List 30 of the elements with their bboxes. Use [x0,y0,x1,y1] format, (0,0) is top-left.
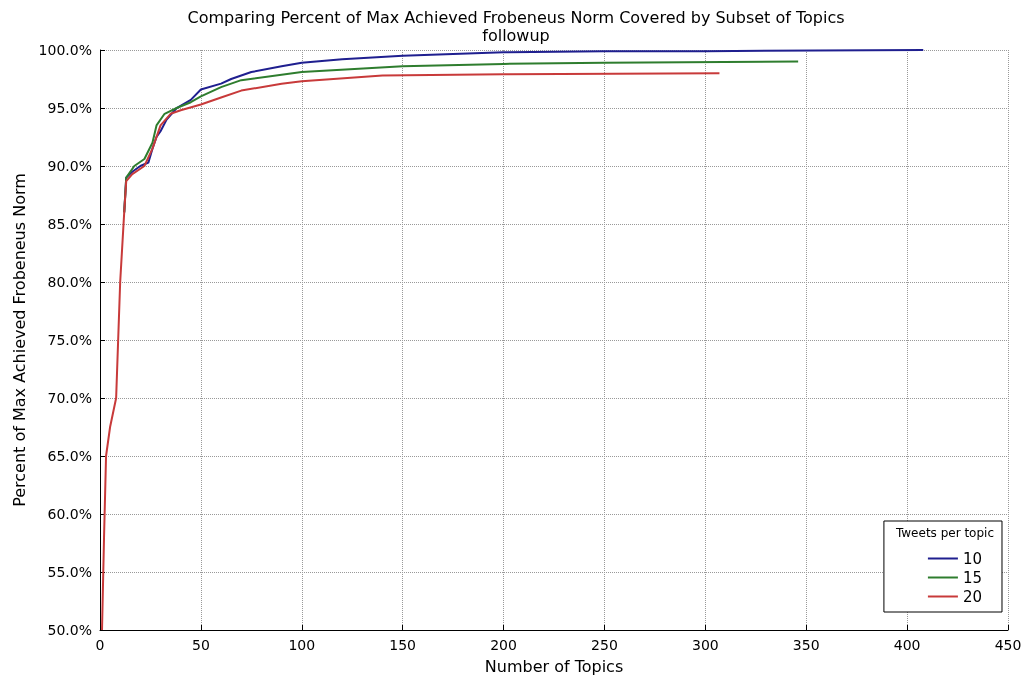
legend-label: 15 [962,568,983,587]
y-tick-label: 70.0% [47,390,92,406]
y-tick-label: 90.0% [47,158,92,174]
y-tick-label: 60.0% [47,506,92,522]
x-tick-label: 0 [95,637,105,653]
y-tick-label: 50.0% [47,622,92,638]
y-tick-label: 100.0% [38,42,92,58]
y-tick-label: 75.0% [47,332,92,348]
x-tick-label: 400 [893,637,921,653]
legend-label: 10 [962,549,983,568]
y-tick-label: 65.0% [47,448,92,464]
x-tick-label: 50 [191,637,210,653]
x-tick-label: 350 [792,637,820,653]
x-tick-label: 300 [691,637,719,653]
y-tick-label: 85.0% [47,216,92,232]
x-tick-label: 250 [591,637,618,653]
y-tick-label: 55.0% [47,564,92,580]
x-tick-label: 100 [288,637,316,653]
x-axis-title: Number of Topics [484,656,624,676]
x-tick-label: 450 [994,637,1022,653]
chart-subtitle: followup [482,25,550,45]
y-tick-label: 95.0% [47,100,92,116]
y-tick-label: 80.0% [47,274,92,290]
x-tick-label: 150 [389,637,417,653]
x-tick-label: 200 [490,637,517,653]
legend-label: 20 [962,587,983,606]
line-series [101,72,721,631]
y-axis-title: Percent of Max Achieved Frobeneus Norm [10,173,30,507]
chart-title: Comparing Percent of Max Achieved Frobeneus Norm Covered by Subset of Topics [187,7,845,27]
legend-title: Tweets per topic [894,526,995,540]
